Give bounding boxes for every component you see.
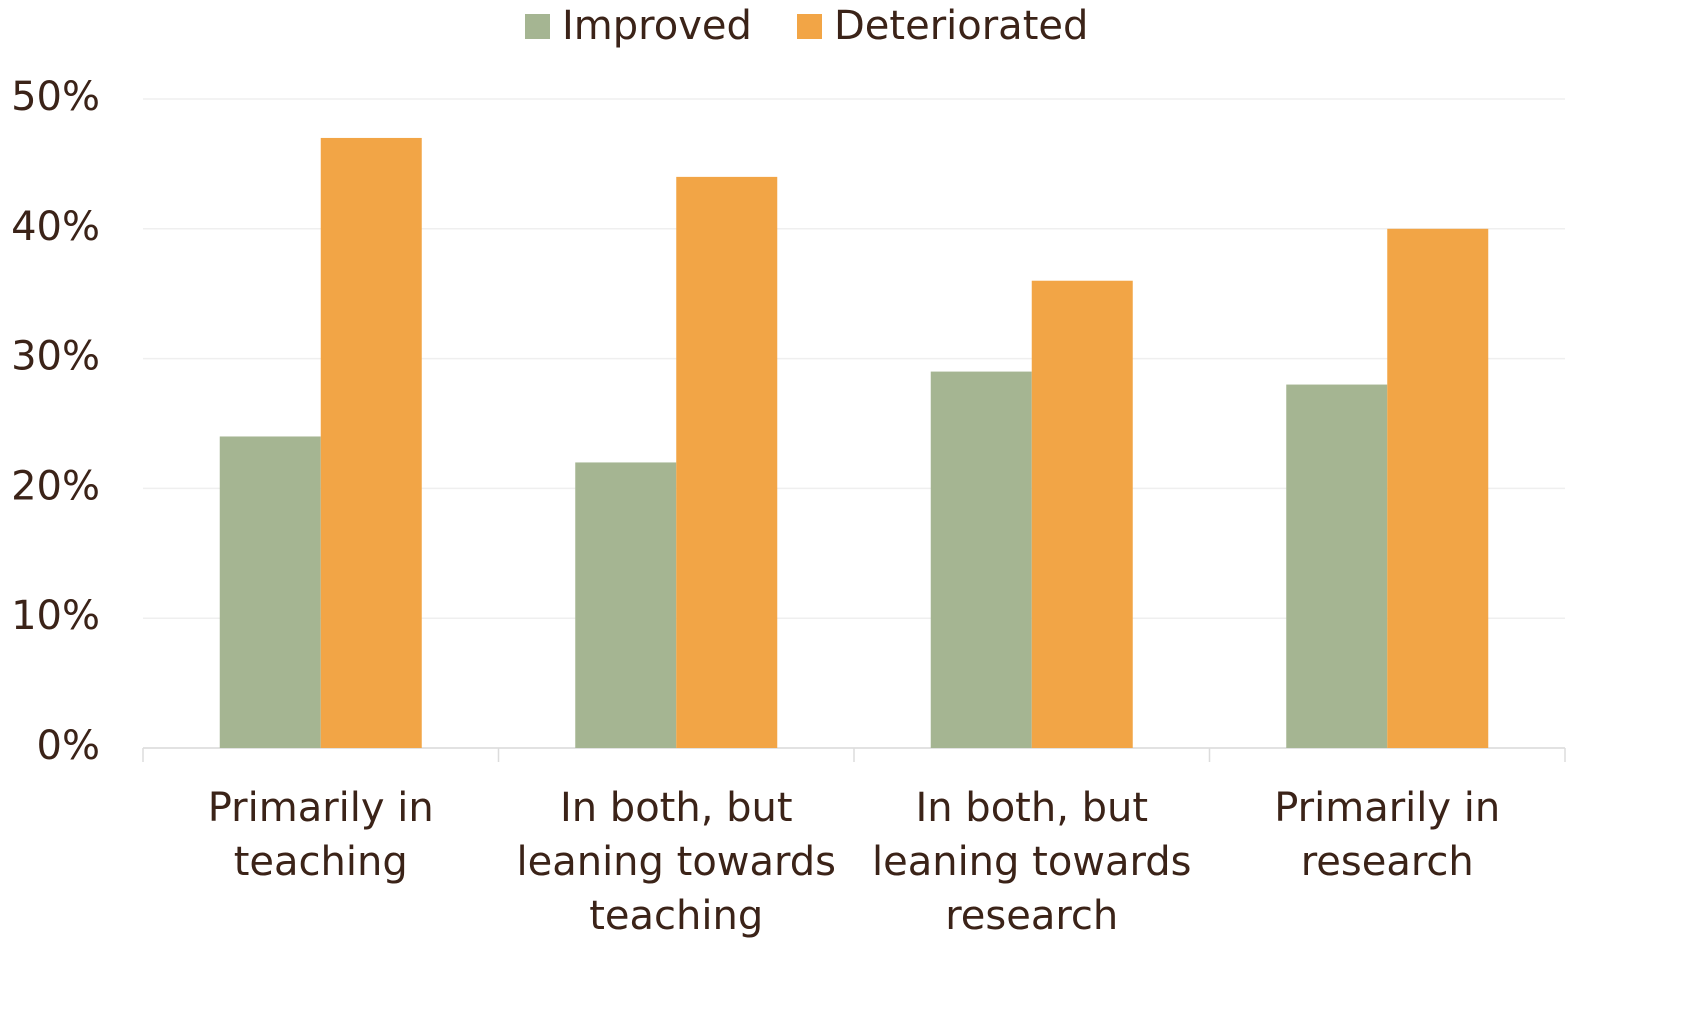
- bar: [1286, 384, 1388, 748]
- bar: [1031, 280, 1133, 748]
- legend-swatch: [797, 14, 822, 39]
- y-tick-label: 30%: [11, 334, 100, 380]
- x-tick-label: In both, but leaning towards teaching: [516, 785, 836, 939]
- bar: [320, 137, 422, 748]
- y-tick-label: 40%: [11, 204, 100, 250]
- x-tick-label: Primarily in teaching: [207, 785, 434, 885]
- y-tick-label: 50%: [11, 74, 100, 120]
- bar: [930, 371, 1032, 748]
- bar: [676, 176, 778, 748]
- bar: [219, 436, 321, 748]
- legend-label: Improved: [562, 3, 752, 49]
- bar: [1387, 228, 1489, 749]
- y-tick-label: 0%: [37, 723, 100, 769]
- legend-swatch: [525, 14, 550, 39]
- y-tick-label: 10%: [11, 593, 100, 639]
- bar: [575, 462, 677, 748]
- x-tick-label: In both, but leaning towards research: [871, 785, 1192, 939]
- x-tick-label: Primarily in research: [1274, 785, 1501, 885]
- y-tick-label: 20%: [11, 463, 100, 509]
- legend-label: Deteriorated: [834, 3, 1088, 49]
